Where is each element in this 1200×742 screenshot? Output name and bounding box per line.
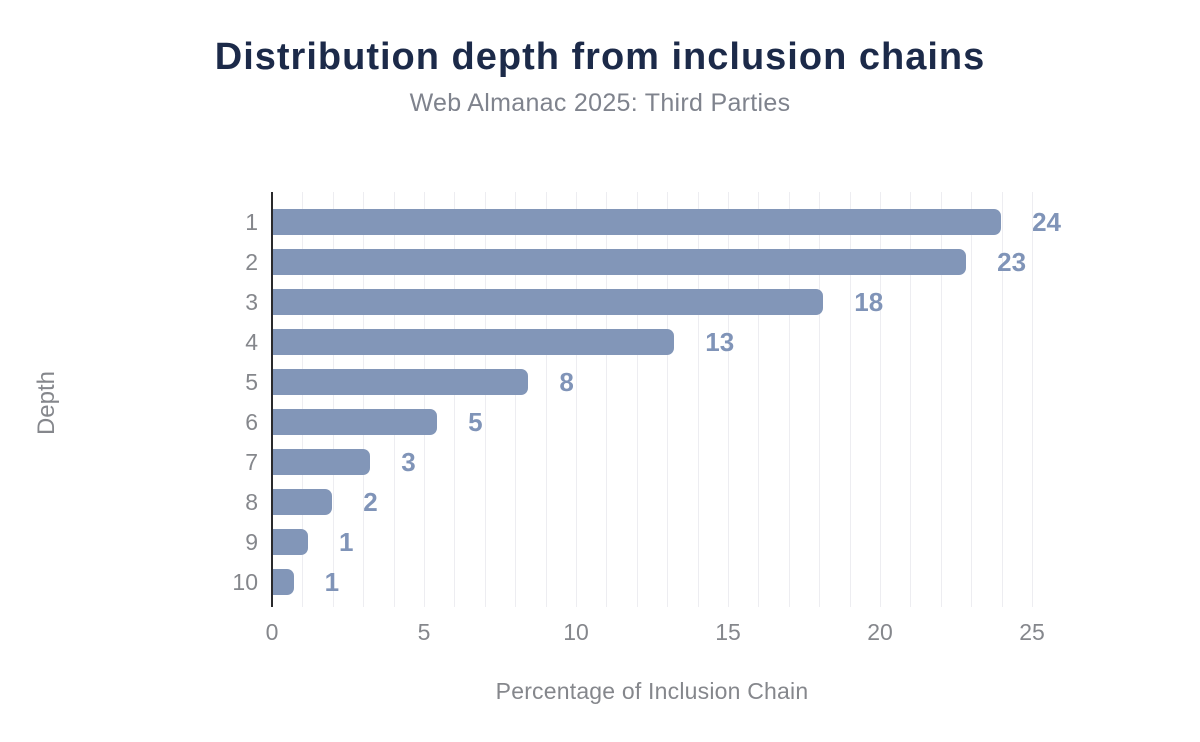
gridline (971, 192, 973, 607)
plot-area: 1 24 2 23 3 18 4 13 5 8 6 5 7 3 8 2 9 1 10 1 0 5 10 15 20 25 (232, 192, 1061, 645)
bar (273, 329, 675, 355)
y-axis-title: Depth (33, 370, 60, 436)
x-tick-label: 20 (867, 619, 893, 645)
gridline (363, 192, 365, 607)
bar (273, 449, 371, 475)
category-label: 3 (245, 289, 258, 315)
bar (273, 569, 294, 595)
y-axis-line (271, 192, 273, 607)
x-tick-label: 25 (1019, 619, 1045, 645)
bar-value-label: 1 (324, 567, 340, 597)
bar-value-label: 3 (401, 447, 416, 477)
bar-value-label: 23 (997, 247, 1027, 277)
category-label: 7 (245, 449, 258, 475)
category-label: 2 (245, 249, 258, 275)
bar-value-label: 13 (705, 327, 735, 357)
gridline (758, 192, 760, 607)
gridline (1001, 192, 1003, 607)
bar (273, 249, 967, 275)
x-tick-label: 5 (417, 619, 431, 645)
gridline (1032, 192, 1033, 607)
x-axis-title: Percentage of Inclusion Chain (495, 678, 809, 704)
bar (273, 369, 529, 395)
gridline (484, 192, 486, 607)
gridline (697, 192, 699, 607)
category-label: 4 (245, 329, 258, 355)
chart-subtitle: Web Almanac 2025: Third Parties (409, 89, 791, 117)
bar (273, 409, 438, 435)
gridline (728, 192, 729, 607)
bar (273, 209, 1002, 235)
category-label: 8 (245, 489, 258, 515)
x-tick-label: 10 (563, 619, 589, 645)
gridline (788, 192, 790, 607)
gridline (576, 192, 577, 607)
chart-title: Distribution depth from inclusion chains (214, 36, 986, 78)
bar-value-label: 18 (854, 287, 884, 317)
bar-value-label: 2 (363, 487, 378, 517)
category-label: 5 (245, 369, 258, 395)
bar-value-label: 24 (1032, 207, 1061, 237)
gridline (454, 192, 456, 607)
bar (273, 529, 308, 555)
category-label: 10 (232, 569, 258, 595)
gridline (940, 192, 942, 607)
bar (273, 289, 824, 315)
gridline (880, 192, 881, 607)
category-label: 6 (245, 409, 258, 435)
gridline (606, 192, 608, 607)
gridline (910, 192, 912, 607)
category-label: 1 (245, 209, 258, 235)
bar-value-label: 1 (338, 527, 354, 557)
gridline (849, 192, 851, 607)
gridline (393, 192, 395, 607)
gridline (667, 192, 669, 607)
gridline (545, 192, 547, 607)
gridline (332, 192, 334, 607)
category-label: 9 (245, 529, 258, 555)
gridline (819, 192, 821, 607)
gridline (424, 192, 425, 607)
gridline (636, 192, 638, 607)
gridline (515, 192, 517, 607)
x-tick-label: 15 (715, 619, 741, 645)
bar-value-label: 8 (559, 367, 574, 397)
bar (273, 489, 333, 515)
gridline (302, 192, 304, 607)
bar-value-label: 5 (468, 407, 483, 437)
x-tick-label: 0 (265, 619, 279, 645)
